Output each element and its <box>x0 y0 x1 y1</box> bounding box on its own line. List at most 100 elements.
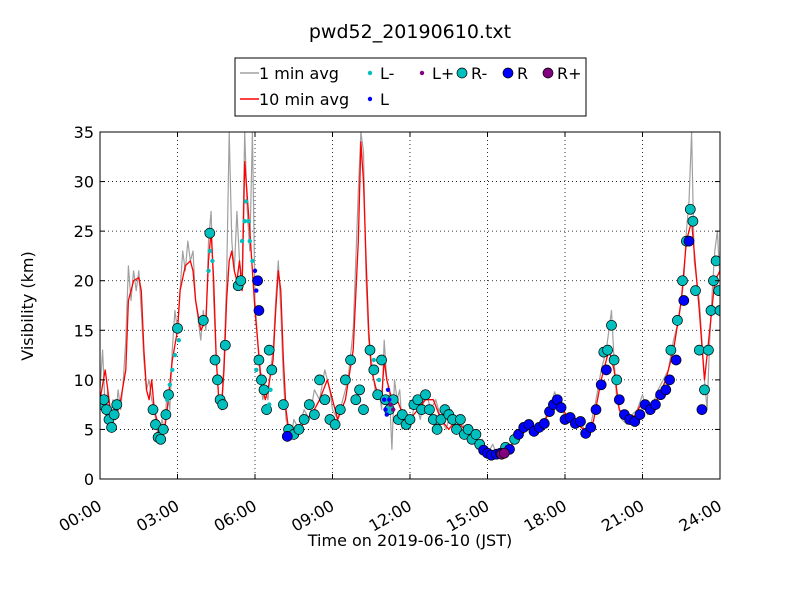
point-r <box>590 404 602 415</box>
point-rminus <box>212 374 223 386</box>
series-layer <box>100 132 720 461</box>
point-rminus <box>602 344 613 356</box>
point-lminus <box>268 387 273 392</box>
legend-item-lplus: L+ <box>419 64 454 83</box>
legend-item-lminus: L- <box>367 64 394 83</box>
point-rminus <box>431 424 443 435</box>
point-rminus <box>155 433 167 445</box>
point-lminus <box>239 238 245 244</box>
y-tick-label: 20 <box>74 272 94 291</box>
point-r <box>696 404 708 415</box>
legend-swatch <box>367 70 373 76</box>
series-line-1-min-avg <box>100 132 720 457</box>
legend: 1 min avg 10 min avg L- L L+ R- R R+ <box>234 57 587 117</box>
point-rminus <box>687 215 699 227</box>
point-rminus <box>266 364 278 376</box>
point-rminus <box>396 409 408 420</box>
point-lminus <box>206 268 211 273</box>
y-tick-label: 10 <box>74 371 94 390</box>
point-r <box>575 416 586 427</box>
legend-swatch <box>419 70 425 76</box>
series-rplus <box>496 447 510 460</box>
series-l <box>252 268 392 417</box>
point-rminus <box>261 404 272 415</box>
point-rminus <box>710 255 720 267</box>
legend-label: R- <box>471 64 487 83</box>
point-rminus <box>314 374 325 386</box>
point-l <box>254 288 259 293</box>
point-rminus <box>368 364 380 376</box>
point-rminus <box>172 322 183 334</box>
point-rminus <box>106 422 117 433</box>
legend-label: L- <box>380 64 394 83</box>
legend-swatch <box>367 96 373 102</box>
point-rminus <box>309 409 320 420</box>
point-rminus <box>111 399 123 410</box>
point-lminus <box>267 402 272 407</box>
point-rminus <box>319 394 331 406</box>
plot-area: 00:00 03:00 06:00 09:00 12:00 15:00 18:00 21:00… <box>56 123 725 536</box>
point-lminus <box>176 338 181 343</box>
point-rminus <box>713 285 720 296</box>
point-lminus <box>242 219 247 224</box>
point-l <box>384 412 389 417</box>
point-rminus <box>677 275 688 287</box>
point-lplus <box>391 407 396 412</box>
point-r <box>670 354 682 366</box>
legend-swatch <box>542 67 554 79</box>
point-rminus <box>298 414 310 425</box>
point-rminus <box>340 374 351 386</box>
series-lminus <box>165 199 382 407</box>
point-lminus <box>208 228 214 234</box>
point-l <box>383 407 388 412</box>
point-lminus <box>246 219 251 224</box>
point-rminus <box>699 384 710 396</box>
y-tick-label: 30 <box>74 173 94 192</box>
point-rminus <box>209 354 221 366</box>
x-axis-title: Time on 2019-06-10 (JST) <box>307 531 512 550</box>
point-r <box>664 374 675 386</box>
series-lplus <box>388 402 396 412</box>
point-rminus <box>217 399 229 410</box>
point-rminus <box>608 354 620 366</box>
point-rminus <box>462 424 474 435</box>
point-rminus <box>470 429 482 440</box>
y-tick-label: 35 <box>74 123 94 142</box>
point-lplus <box>388 402 393 407</box>
point-rminus <box>235 275 247 287</box>
point-r <box>595 379 607 391</box>
series-rminus <box>100 203 720 453</box>
point-lminus <box>371 357 376 363</box>
point-rminus <box>253 354 265 366</box>
point-rplus <box>498 447 510 459</box>
point-rminus <box>334 404 346 415</box>
series-1-min-avg <box>100 132 720 457</box>
legend-swatch <box>456 67 468 79</box>
y-tick-label: 0 <box>84 470 94 489</box>
legend-label: R <box>517 64 528 83</box>
point-l <box>252 268 258 273</box>
point-rminus <box>345 354 356 366</box>
y-axis-title: Visibility (km) <box>18 251 37 360</box>
point-l <box>385 387 391 392</box>
y-tick-label: 5 <box>84 420 94 439</box>
point-rminus <box>256 374 267 386</box>
point-lminus <box>167 382 172 387</box>
point-rminus <box>278 399 289 410</box>
legend-item-1-min-avg: 1 min avg <box>240 64 339 83</box>
point-r <box>585 422 597 433</box>
point-rminus <box>703 344 714 356</box>
point-rminus <box>606 319 617 331</box>
point-rminus <box>108 409 120 420</box>
legend-label: L+ <box>432 64 454 83</box>
point-rminus <box>684 203 696 215</box>
point-lminus <box>165 397 170 402</box>
point-rminus <box>693 344 705 356</box>
legend-label: L <box>380 90 389 109</box>
point-r <box>613 394 625 406</box>
point-rminus <box>364 344 376 356</box>
point-rminus <box>412 394 424 406</box>
point-r <box>634 409 646 420</box>
chart-title: pwd52_20190610.txt <box>309 21 511 43</box>
